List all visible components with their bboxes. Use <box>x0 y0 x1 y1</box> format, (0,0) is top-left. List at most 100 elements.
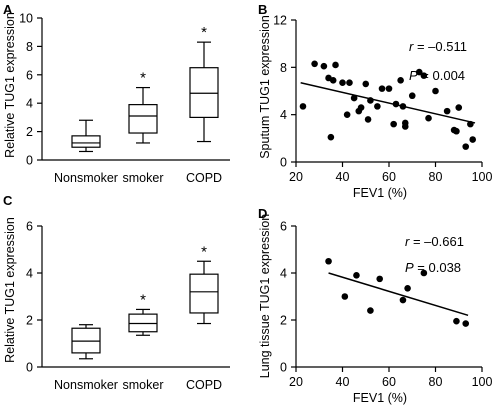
panel-b-data-point <box>420 72 428 79</box>
panel-d-y-tick-label: 0 <box>280 361 287 375</box>
panel-b-data-point <box>367 97 374 104</box>
panel-b-y-tick-label: 4 <box>280 108 287 122</box>
panel-b-data-point <box>327 133 335 141</box>
panel-a-boxes: ** <box>71 24 219 153</box>
panel-b-data-point <box>415 68 423 76</box>
panel-c-iqr-box <box>189 273 219 314</box>
panel-b-data-point <box>378 85 386 92</box>
panel-b-data-point <box>329 77 337 84</box>
panel-a-box-3: * <box>189 24 219 143</box>
panel-c-xtick-label: Nonsmoker <box>54 378 118 392</box>
panel-a-box-1 <box>71 119 101 153</box>
panel-d-x-tick-label: 100 <box>472 375 493 389</box>
panel-a-y-tick-label: 2 <box>26 125 33 139</box>
panel-b-x-tick-label: 40 <box>336 170 350 184</box>
panel-b-data-point <box>469 136 477 143</box>
panel-b-data-point <box>350 94 358 102</box>
panel-b-data-point <box>467 120 474 128</box>
panel-d-xlabel: FEV1 (%) <box>353 391 407 405</box>
panel-b-data-point <box>462 143 470 150</box>
panel-a-y-tick-label: 6 <box>26 68 33 82</box>
panel-b-data-point <box>339 79 346 87</box>
panel-d-data-point <box>353 272 360 279</box>
panel-d-p-symbol: P <box>405 260 414 275</box>
panel-b-regression-line <box>300 81 476 124</box>
panel-b-p-symbol: P <box>409 68 418 83</box>
panel-b-ylabel: Sputum TUG1 expression <box>258 15 272 159</box>
panel-b-data-point <box>332 61 339 69</box>
panel-d-r-annotation: r = –0.661 <box>405 234 464 249</box>
panel-d-data-point <box>399 296 407 304</box>
panel-c-box-3: * <box>189 243 219 325</box>
panel-b-x-tick-label: 100 <box>472 170 493 184</box>
panel-c-box-2: * <box>128 291 158 336</box>
panel-b-data-point <box>399 103 407 110</box>
panel-b-data-point <box>364 116 372 123</box>
panel-b-data-point <box>299 103 307 110</box>
panel-a-y-tick-label: 4 <box>26 97 33 111</box>
panel-b-r-symbol: r <box>409 39 414 54</box>
panel-c-letter: C <box>3 193 13 208</box>
panel-c-xtick-label: COPD <box>186 378 222 392</box>
panel-b-data-point <box>320 62 328 70</box>
panel-b: B Sputum TUG1 expression 0 4 8 12 20 40 60 80 10… <box>258 2 492 200</box>
panel-d-data-point <box>376 275 384 283</box>
panel-a-box-2: * <box>128 70 158 144</box>
panel-b-ticks: 0 4 8 12 20 40 60 80 100 <box>273 14 492 185</box>
panel-b-data-point <box>397 77 404 84</box>
panel-d-data-point <box>325 257 332 265</box>
panel-a-iqr-box <box>71 135 101 148</box>
panel-b-data-point <box>385 85 393 92</box>
panel-a-iqr-box <box>189 67 219 118</box>
panel-a-xtick-label: COPD <box>186 171 222 185</box>
panel-a-ylabel: Relative TUG1 expression <box>3 12 17 158</box>
panel-a-y-tick-label: 8 <box>26 40 33 54</box>
panel-b-p-value: = 0.004 <box>421 68 465 83</box>
panel-d-data-point <box>420 269 428 277</box>
panel-b-y-tick-label: 0 <box>280 156 287 170</box>
panel-c-y-tick-label: 4 <box>26 267 33 281</box>
panel-c-xtick-label: smoker <box>123 378 164 392</box>
panel-c-boxes: ** <box>71 243 219 360</box>
panel-d-data-point <box>453 317 460 325</box>
panel-d-p-value: = 0.038 <box>417 260 461 275</box>
panel-d: D Lung tissue TUG1 expression 0 2 4 6 20 40 60… <box>258 206 492 405</box>
panel-b-x-tick-label: 60 <box>382 170 396 184</box>
panel-b-data-point <box>453 127 460 135</box>
panel-d-x-tick-label: 20 <box>289 375 303 389</box>
panel-d-data-point <box>341 293 349 300</box>
panel-a-xtick-label: Nonsmoker <box>54 171 118 185</box>
panel-b-data-point <box>357 104 365 111</box>
panel-a-y-ticks: 0 2 4 6 8 10 <box>19 12 42 168</box>
panel-c-significance-star: * <box>201 243 207 260</box>
panel-d-x-tick-label: 60 <box>382 375 396 389</box>
panel-d-y-tick-label: 4 <box>280 267 287 281</box>
panel-d-data-point <box>462 320 470 327</box>
panel-b-data-point <box>390 120 397 128</box>
panel-b-r-annotation: r = –0.511 <box>409 39 467 54</box>
panel-d-ylabel: Lung tissue TUG1 expression <box>258 214 272 378</box>
panel-b-data-point <box>425 114 432 122</box>
panel-a-iqr-box <box>128 104 158 134</box>
panel-b-data-point <box>343 111 351 118</box>
panel-b-points <box>299 60 477 150</box>
panel-c-y-ticks: 0 2 4 6 <box>26 220 42 375</box>
panel-b-xlabel: FEV1 (%) <box>353 186 407 200</box>
panel-c-y-tick-label: 0 <box>26 361 33 375</box>
panel-b-data-point <box>346 79 353 87</box>
panel-c-y-tick-label: 6 <box>26 220 33 234</box>
panel-a-significance-star: * <box>201 24 207 41</box>
panel-b-data-point <box>392 100 400 108</box>
panel-d-p-annotation: P = 0.038 <box>405 260 461 275</box>
panel-b-letter: B <box>258 2 267 17</box>
panel-d-data-point <box>404 284 411 292</box>
panel-c-significance-star: * <box>140 291 146 308</box>
panel-c-y-tick-label: 2 <box>26 314 33 328</box>
panel-a-significance-star: * <box>140 70 146 87</box>
panel-a-letter: A <box>3 2 13 17</box>
panel-b-data-point <box>432 87 439 95</box>
panel-d-regression-line <box>328 272 469 317</box>
